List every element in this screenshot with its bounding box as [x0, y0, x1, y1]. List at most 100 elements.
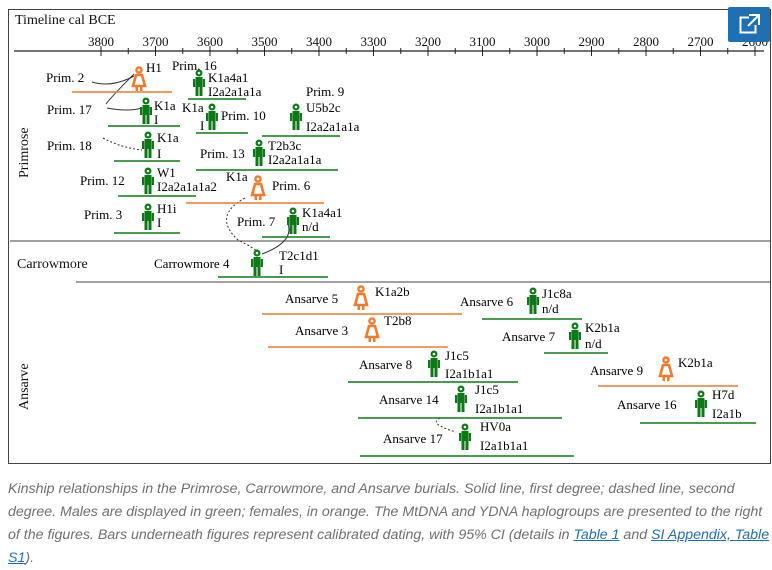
individual-prim-13: Prim. 13 T2b3c I2a2a1a1a	[200, 138, 322, 167]
y-haplogroup: I2a1b1a1	[475, 401, 523, 416]
mt-haplogroup: HV0a	[480, 419, 511, 434]
individual-ansarve-5: Ansarve 5 K1a2b	[285, 283, 410, 312]
figure-frame	[8, 9, 771, 464]
individual-prim-3: Prim. 3 H1i I	[84, 201, 177, 230]
individual-name: Ansarve 5	[285, 291, 338, 306]
tick-label: 3300	[361, 34, 387, 49]
dating-bars	[72, 91, 756, 457]
individual-prim-10: Prim. 10 K1a I	[182, 100, 266, 133]
individual-prim-6: Prim. 6 K1a	[226, 169, 311, 202]
individual-name: Prim. 10	[221, 108, 266, 123]
individual-ansarve-9: Ansarve 9 K2b1a	[590, 354, 713, 383]
y-haplogroup: I2a2a1a1a	[306, 119, 360, 134]
kinship-figure: Timeline cal BCE 3800 3700 3600 3500 3400 330…	[10, 13, 771, 457]
kinship-line-second-degree	[226, 197, 259, 253]
y-haplogroup: I	[157, 146, 161, 161]
mt-haplogroup: K1a	[182, 100, 204, 115]
individual-name: Ansarve 17	[383, 431, 443, 446]
mt-haplogroup: K2b1a	[585, 320, 620, 335]
open-in-new-icon	[739, 13, 761, 34]
individual-name: Ansarve 14	[379, 392, 439, 407]
mt-haplogroup: W1	[157, 165, 176, 180]
si-appendix-link[interactable]: SI Appendix, Table S1	[8, 527, 770, 566]
mt-haplogroup: T2b8	[384, 313, 411, 328]
timeline-title: Timeline cal BCE	[15, 13, 116, 28]
y-haplogroup: I2a1b1a1	[445, 366, 493, 381]
y-haplogroup: n/d	[585, 336, 602, 351]
individual-name: Prim. 16	[172, 58, 217, 73]
individual-name: Prim. 7	[237, 214, 276, 229]
site-label-ansarve: Ansarve	[17, 363, 32, 410]
individual-name: Ansarve 7	[502, 329, 556, 344]
tick-label: 3400	[306, 34, 332, 49]
individual-name: Ansarve 3	[295, 323, 348, 338]
mt-haplogroup: T2b3c	[268, 138, 301, 153]
individual-name: Ansarve 8	[359, 357, 412, 372]
individual-ansarve-8: Ansarve 8 J1c5 I2a1b1a1	[359, 348, 493, 381]
individual-name: Prim. 2	[46, 70, 84, 85]
individual-name: Prim. 12	[80, 173, 125, 188]
individual-prim-16: Prim. 16 K1a4a1 I2a2a1a1a	[172, 58, 262, 99]
individual-ansarve-14: Ansarve 14 J1c5 I2a1b1a1	[379, 382, 523, 416]
kinship-lines	[91, 73, 457, 433]
mt-haplogroup: K2b1a	[678, 355, 713, 370]
y-haplogroup: I2a2a1a1a	[268, 152, 322, 167]
mt-haplogroup: K1a2b	[375, 284, 410, 299]
tick-label: 3600	[197, 34, 223, 49]
kinship-line-first-degree	[106, 107, 143, 111]
individual-prim-17: Prim. 17 K1a I	[47, 97, 176, 127]
individual-ansarve-16: Ansarve 16 H7d I2a1b	[617, 387, 742, 421]
y-haplogroup: I2a2a1a1a2	[157, 179, 217, 194]
y-haplogroup: n/d	[542, 301, 559, 316]
individual-prim-18: Prim. 18 K1a I	[47, 130, 179, 161]
mt-haplogroup: K1a4a1	[302, 205, 342, 220]
kinship-line-first-degree	[261, 223, 290, 255]
y-haplogroup: I	[279, 262, 283, 277]
individual-name: Carrowmore 4	[154, 256, 230, 271]
individual-ansarve-3: Ansarve 3 T2b8	[295, 313, 411, 344]
table-1-link[interactable]: Table 1	[573, 527, 620, 543]
individual-ansarve-7: Ansarve 7 K2b1a n/d	[502, 320, 620, 351]
individual-name: Ansarve 9	[590, 363, 643, 378]
individual-prim-2: Prim. 2 H1	[46, 60, 162, 93]
caption-end: ).	[25, 550, 35, 566]
y-haplogroup: n/d	[302, 219, 319, 234]
tick-label: 2900	[579, 34, 605, 49]
individual-carrowmore-4: Carrowmore 4 T2c1d1 I	[154, 248, 319, 277]
individual-name: Ansarve 6	[460, 294, 514, 309]
mt-haplogroup: J1c8a	[542, 286, 572, 301]
mt-haplogroup: K1a	[226, 169, 248, 184]
mt-haplogroup: T2c1d1	[279, 248, 319, 263]
site-label-primrose: Primrose	[17, 127, 32, 178]
individual-name: Prim. 17	[47, 102, 92, 117]
mt-haplogroup: H1	[146, 60, 162, 75]
mt-haplogroup: K1a	[154, 98, 176, 113]
mt-haplogroup: K1a4a1	[208, 70, 248, 85]
caption-text: Kinship relationships in the Primrose, C…	[8, 481, 763, 543]
tick-label: 3700	[143, 34, 169, 49]
kinship-line-second-degree	[436, 417, 457, 433]
individual-name: Prim. 18	[47, 138, 92, 153]
individual-name: Ansarve 16	[617, 397, 677, 412]
individual-name: Prim. 13	[200, 146, 245, 161]
individual-prim-7: Prim. 7 K1a4a1 n/d	[237, 205, 342, 234]
mt-haplogroup: J1c5	[445, 348, 469, 363]
kinship-line-second-degree	[102, 137, 143, 151]
y-haplogroup: I2a1b1a1	[480, 438, 528, 453]
expand-figure-button[interactable]	[728, 7, 770, 42]
individual-prim-12: Prim. 12 W1 I2a2a1a1a2	[80, 165, 217, 194]
tick-label: 3500	[252, 34, 278, 49]
tick-label: 2800	[633, 34, 659, 49]
timeline-ticks: 3800 3700 3600 3500 3400 3300 3200 3100 3000 2900…	[88, 34, 768, 56]
individual-name: Prim. 6	[272, 178, 311, 193]
tick-label: 2700	[688, 34, 714, 49]
caption-and: and	[619, 527, 652, 543]
tick-label: 3200	[415, 34, 441, 49]
mt-haplogroup: K1a	[157, 130, 179, 145]
tick-label: 3000	[524, 34, 550, 49]
y-haplogroup: I	[200, 118, 204, 133]
tick-label: 3800	[88, 34, 114, 49]
y-haplogroup: I	[154, 112, 158, 127]
y-haplogroup: I2a2a1a1a	[208, 84, 262, 99]
mt-haplogroup: J1c5	[475, 382, 499, 397]
